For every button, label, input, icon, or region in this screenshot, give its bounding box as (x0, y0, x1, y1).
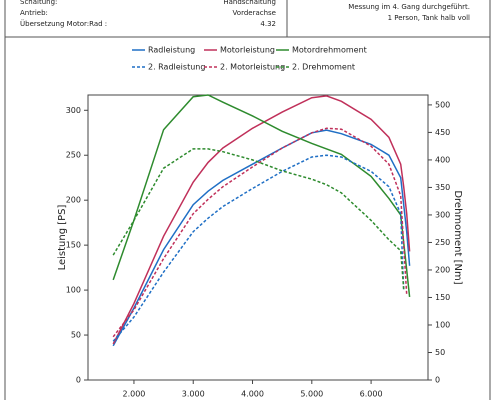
y2-tick-label: 450 (435, 128, 450, 137)
y2-tick-label: 500 (435, 100, 450, 109)
y-tick-label: 50 (71, 331, 81, 340)
y2-axis-label: Drehmoment [Nm] (452, 190, 463, 284)
y2-tick-label: 250 (435, 238, 450, 247)
x-tick-label: 5.000 (300, 390, 323, 399)
series-line (112, 127, 408, 338)
y2-tick-label: 400 (435, 155, 450, 164)
legend-label: Motordrehmoment (292, 46, 367, 55)
y-tick-label: 100 (66, 286, 81, 295)
y2-tick-label: 200 (435, 265, 450, 274)
y-tick-label: 0 (76, 376, 81, 385)
y-tick-label: 150 (66, 241, 81, 250)
y2-tick-label: 50 (435, 348, 445, 357)
series-line (112, 148, 405, 290)
header-value: Vorderachse (233, 9, 276, 17)
y-tick-label: 250 (66, 151, 81, 160)
header-label: Übersetzung Motor:Rad : (20, 19, 107, 28)
header-label: Antrieb: (20, 9, 48, 17)
plot-area (87, 94, 429, 381)
y2-tick-label: 350 (435, 183, 450, 192)
legend-label: 2. Motorleistung (220, 63, 285, 72)
header-value: 4.32 (260, 20, 276, 28)
frame (4, 0, 491, 400)
x-tick-label: 4.000 (241, 390, 264, 399)
legend-label: 2. Radleistung (148, 63, 205, 72)
y-tick-label: 300 (66, 106, 81, 115)
y2-tick-label: 100 (435, 320, 450, 329)
series-line (112, 94, 411, 297)
header-value: Handschaltung (223, 0, 276, 6)
header-note: Messung im 4. Gang durchgeführt. (348, 3, 470, 11)
y-axis-label: Leistung [PS] (57, 204, 68, 270)
x-tick-label: 3.000 (182, 390, 205, 399)
header-label: Schaltung: (20, 0, 57, 6)
y2-tick-label: 0 (435, 376, 440, 385)
y-tick-label: 200 (66, 196, 81, 205)
series-line (112, 95, 411, 345)
legend-label: Radleistung (148, 46, 195, 55)
legend-label: 2. Drehmoment (292, 63, 355, 72)
header-note: 1 Person, Tank halb voll (388, 14, 470, 22)
y2-tick-label: 300 (435, 210, 450, 219)
y2-tick-label: 150 (435, 293, 450, 302)
x-tick-label: 2.000 (122, 390, 145, 399)
legend-label: Motorleistung (220, 46, 275, 55)
series-line (112, 154, 405, 342)
x-tick-label: 6.000 (360, 390, 383, 399)
